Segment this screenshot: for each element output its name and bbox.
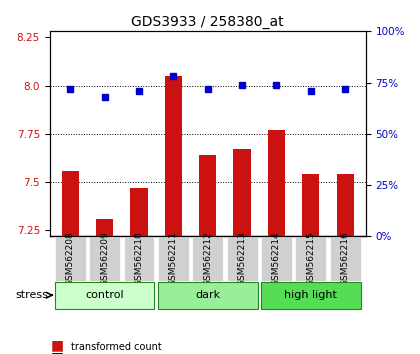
FancyBboxPatch shape — [158, 282, 257, 309]
Text: GSM562216: GSM562216 — [341, 231, 350, 286]
Bar — [199, 155, 216, 236]
FancyBboxPatch shape — [89, 236, 120, 281]
Bar — [234, 149, 251, 236]
Bar — [165, 76, 182, 236]
Bar — [130, 188, 147, 236]
FancyBboxPatch shape — [123, 236, 155, 281]
Text: transformed count: transformed count — [71, 342, 162, 352]
FancyBboxPatch shape — [55, 236, 86, 281]
Text: ■: ■ — [50, 338, 63, 352]
Bar — [336, 175, 354, 236]
Title: GDS3933 / 258380_at: GDS3933 / 258380_at — [131, 15, 284, 29]
Text: GSM562210: GSM562210 — [134, 231, 144, 286]
Text: GSM562213: GSM562213 — [238, 231, 247, 286]
FancyBboxPatch shape — [330, 236, 361, 281]
Text: GSM562211: GSM562211 — [169, 231, 178, 286]
FancyBboxPatch shape — [295, 236, 326, 281]
Bar — [302, 175, 319, 236]
Text: GSM562212: GSM562212 — [203, 231, 212, 286]
FancyBboxPatch shape — [227, 236, 257, 281]
Bar — [96, 219, 113, 236]
Text: ■: ■ — [50, 350, 63, 354]
Text: dark: dark — [195, 290, 220, 300]
Text: GSM562208: GSM562208 — [66, 231, 75, 286]
Text: GSM562214: GSM562214 — [272, 231, 281, 286]
Bar — [62, 171, 79, 236]
Text: control: control — [85, 290, 124, 300]
Text: GSM562215: GSM562215 — [306, 231, 315, 286]
FancyBboxPatch shape — [261, 282, 361, 309]
Text: stress: stress — [15, 290, 48, 300]
FancyBboxPatch shape — [55, 282, 155, 309]
Text: high light: high light — [284, 290, 337, 300]
Bar — [268, 130, 285, 236]
FancyBboxPatch shape — [192, 236, 223, 281]
FancyBboxPatch shape — [261, 236, 292, 281]
FancyBboxPatch shape — [158, 236, 189, 281]
Text: GSM562209: GSM562209 — [100, 231, 109, 286]
